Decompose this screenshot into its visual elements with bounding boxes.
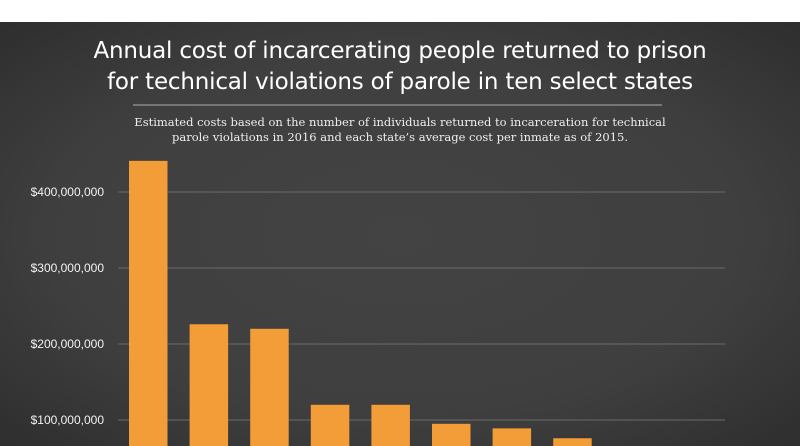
- title-line-1: Annual cost of incarcerating people retu…: [93, 38, 707, 64]
- bar: [432, 423, 471, 446]
- title-divider: [133, 104, 662, 106]
- chart-subtitle: Estimated costs based on the number of i…: [0, 115, 800, 145]
- bar: [371, 404, 410, 446]
- bar: [129, 160, 168, 446]
- y-tick-label: $100,000,000: [31, 413, 105, 427]
- bar: [310, 404, 350, 446]
- subtitle-line-1: Estimated costs based on the number of i…: [134, 115, 666, 129]
- title-line-2: for technical violations of parole in te…: [107, 69, 693, 95]
- subtitle-line-2: parole violations in 2016 and each state…: [171, 130, 629, 144]
- bar-chart: $100,000,000 $200,000,000 $300,000,000 $400…: [31, 160, 725, 446]
- bar: [492, 428, 532, 446]
- bar: [189, 324, 229, 446]
- bar: [250, 328, 289, 446]
- y-tick-label: $400,000,000: [31, 185, 105, 199]
- y-tick-label: $300,000,000: [31, 261, 105, 275]
- chart-panel: Annual cost of incarcerating people retu…: [0, 22, 800, 446]
- y-tick-label: $200,000,000: [31, 337, 105, 351]
- chart-title: Annual cost of incarcerating people retu…: [0, 36, 800, 98]
- bar: [553, 438, 592, 446]
